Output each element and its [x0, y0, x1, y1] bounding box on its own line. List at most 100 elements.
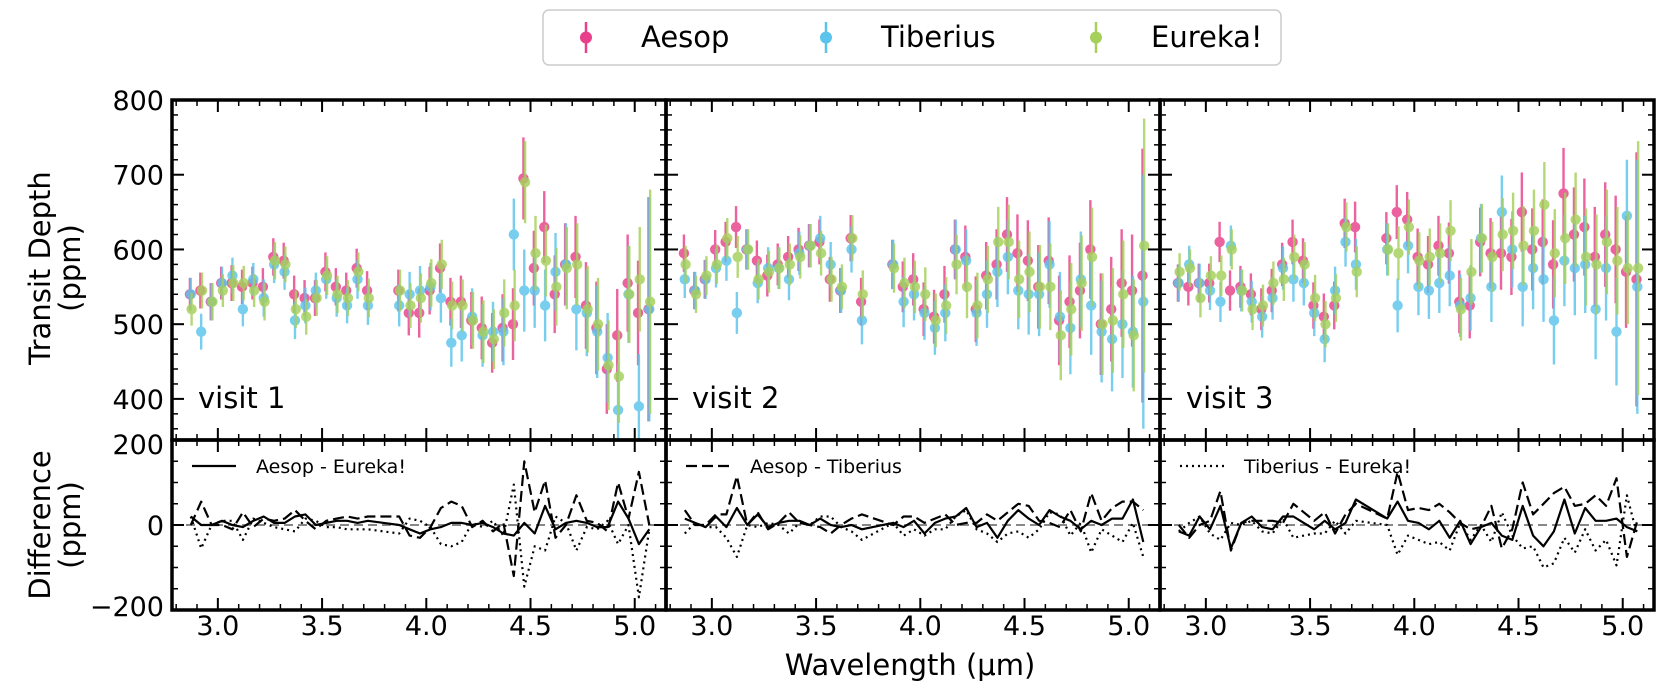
eureka-point	[836, 281, 848, 293]
difference-line-dashed	[683, 475, 1144, 535]
legend-marker-aesop	[580, 31, 592, 44]
eureka-point	[478, 326, 489, 337]
eureka-point	[1466, 266, 1477, 278]
tiberius-point	[195, 326, 207, 337]
eureka-point	[1612, 255, 1623, 266]
eureka-point	[1455, 304, 1467, 315]
aesop-point	[730, 221, 742, 233]
eureka-point	[540, 255, 552, 266]
spectrum-points	[678, 118, 1150, 429]
eureka-point	[186, 304, 197, 315]
eureka-point	[1097, 318, 1108, 330]
difference-legend-label: Aesop - Tiberius	[750, 456, 902, 478]
aesop-point	[1516, 206, 1528, 218]
difference-line-dotted	[684, 509, 1145, 559]
eureka-point	[805, 240, 816, 251]
tiberius-point	[508, 229, 520, 240]
difference-line-dotted	[1178, 494, 1639, 569]
eureka-point	[690, 289, 702, 300]
eureka-point	[1257, 300, 1269, 311]
bottom-panel-frame	[1158, 438, 1656, 612]
aesop-point	[1214, 236, 1225, 248]
aesop-point	[288, 289, 300, 300]
series-eureka	[186, 141, 656, 423]
eureka-point	[1507, 225, 1519, 236]
eureka-point	[207, 296, 218, 307]
eureka-point	[1497, 229, 1508, 240]
eureka-point	[624, 289, 635, 300]
tiberius-point	[1517, 281, 1528, 293]
x-tick-label: 5.0	[1601, 611, 1644, 642]
eureka-point	[888, 262, 900, 274]
eureka-point	[1195, 292, 1206, 304]
eureka-point	[259, 296, 270, 307]
eureka-point	[1055, 330, 1066, 341]
x-tick-label: 4.5	[1497, 611, 1540, 642]
eureka-point	[1128, 330, 1139, 341]
eureka-point	[280, 259, 291, 270]
eureka-point	[732, 251, 743, 263]
aesop-point	[1349, 221, 1361, 233]
y-tick-labels: 400 500 600 700 800 −200 0 200	[90, 86, 164, 623]
eureka-point	[899, 277, 910, 289]
tiberius-point	[1569, 262, 1580, 274]
x-tick-label: 3.5	[1289, 611, 1332, 642]
y-axis-label-top-line-2: (ppm)	[53, 224, 87, 312]
tiberius-point	[1444, 270, 1455, 281]
x-tick-label: 4.5	[509, 611, 552, 642]
eureka-point	[196, 285, 208, 296]
tiberius-point	[1215, 296, 1226, 307]
tiberius-point	[237, 304, 249, 315]
eureka-point	[1476, 233, 1488, 244]
x-axis-label: Wavelength (μm)	[785, 648, 1036, 682]
eureka-point	[248, 285, 260, 296]
eureka-point	[446, 300, 458, 311]
eureka-point	[1570, 214, 1581, 225]
eureka-point	[1003, 236, 1014, 248]
eureka-point	[763, 266, 775, 278]
aesop-point	[1287, 236, 1298, 248]
eureka-point	[815, 247, 827, 259]
y-tick-label-top: 700	[112, 161, 164, 192]
difference-lines	[1160, 470, 1654, 569]
y-axis-labels: Transit Depth(ppm)Difference(ppm)	[23, 171, 87, 600]
eureka-point	[722, 233, 733, 244]
eureka-point	[1034, 281, 1046, 293]
eureka-point	[909, 281, 921, 293]
eureka-point	[592, 318, 604, 330]
eureka-point	[1632, 262, 1644, 274]
eureka-point	[311, 292, 322, 304]
tiberius-point	[1392, 300, 1403, 311]
eureka-point	[613, 371, 625, 382]
x-tick-label: 5.0	[613, 611, 656, 642]
difference-lines	[666, 475, 1160, 559]
eureka-point	[363, 292, 374, 304]
eureka-point	[551, 281, 562, 293]
aesop-point	[539, 221, 550, 233]
legend-label-aesop: Aesop	[641, 20, 729, 54]
eureka-point	[1382, 244, 1394, 255]
eureka-point	[1086, 251, 1098, 263]
eureka-point	[561, 262, 572, 274]
eureka-point	[857, 289, 868, 300]
eureka-point	[951, 259, 962, 270]
eureka-point	[1226, 244, 1237, 255]
difference-line-solid	[1178, 498, 1638, 550]
eureka-point	[467, 315, 479, 326]
eureka-point	[1278, 274, 1290, 285]
eureka-point	[321, 270, 333, 281]
eureka-point	[701, 270, 712, 281]
tiberius-point	[435, 292, 447, 304]
difference-legend-label: Tiberius - Eureka!	[1243, 456, 1411, 478]
eureka-point	[993, 236, 1004, 248]
eureka-point	[1560, 233, 1571, 244]
eureka-point	[1393, 247, 1404, 259]
x-tick-label: 4.5	[1003, 611, 1046, 642]
eureka-point	[826, 274, 837, 285]
aesop-point	[1183, 281, 1194, 293]
tiberius-point	[856, 315, 868, 326]
eureka-point	[1403, 221, 1415, 233]
difference-line-dashed	[1177, 470, 1639, 559]
tiberius-point	[1548, 315, 1560, 326]
y-axis-label-bottom-line-2: (ppm)	[53, 481, 87, 569]
